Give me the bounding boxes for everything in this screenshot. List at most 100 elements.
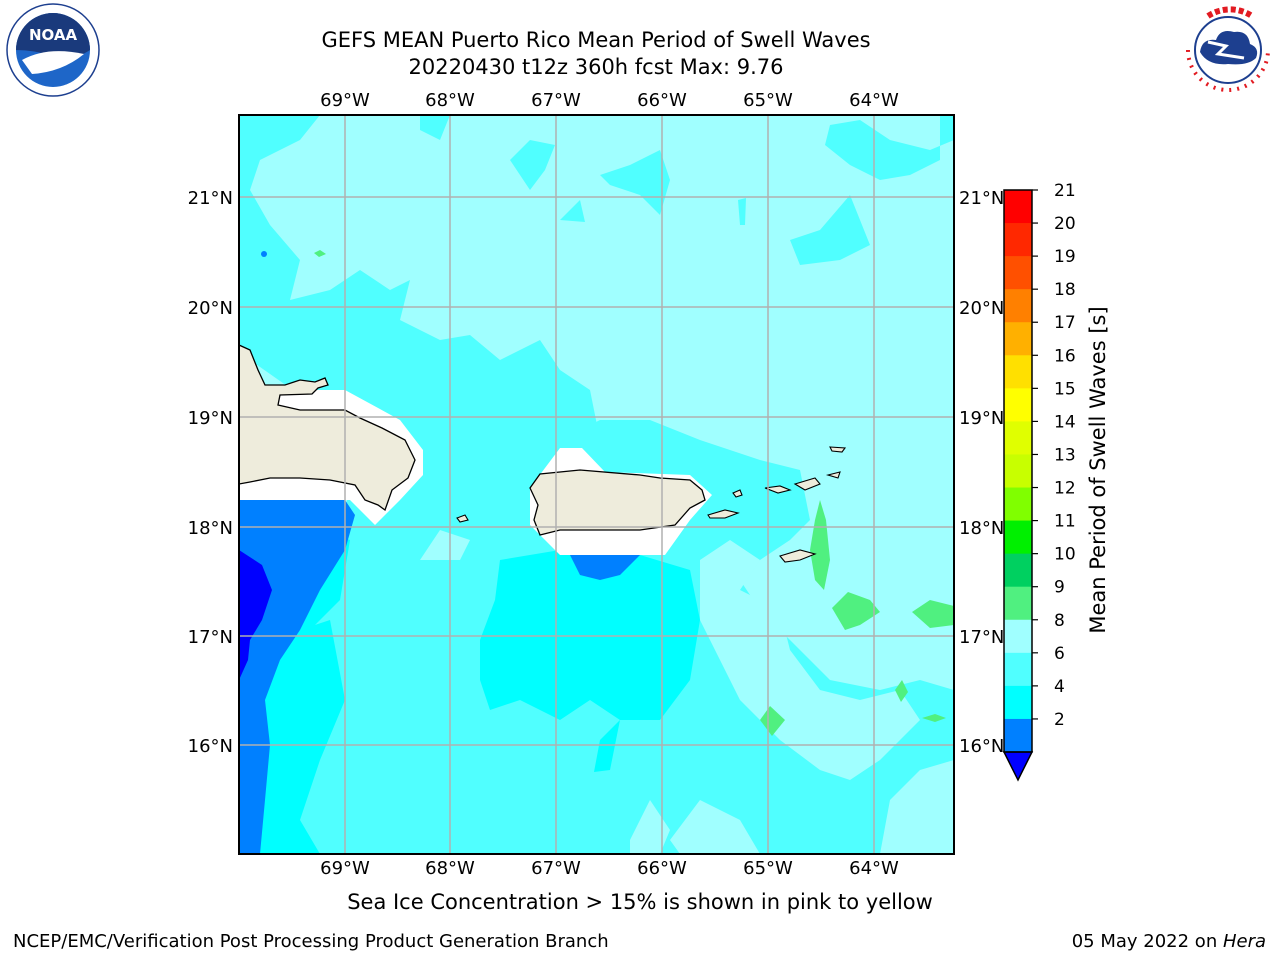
colorbar-segment bbox=[1004, 256, 1032, 290]
colorbar-segment bbox=[1004, 487, 1032, 522]
field-9-10s-5 bbox=[895, 680, 908, 702]
colorbar-tick-label: 16 bbox=[1054, 346, 1076, 366]
map-title: GEFS MEAN Puerto Rico Mean Period of Swe… bbox=[321, 28, 871, 52]
field-4-6s-south bbox=[480, 550, 700, 720]
colorbar-segment bbox=[1004, 619, 1032, 654]
lat-label-left: 17°N bbox=[188, 627, 233, 648]
colorbar-segment bbox=[1004, 223, 1032, 257]
field-9-10s-4 bbox=[760, 706, 785, 736]
colorbar-segment bbox=[1004, 355, 1032, 389]
colorbar-segment bbox=[1004, 421, 1032, 455]
colorbar-tick-label: 12 bbox=[1054, 479, 1076, 499]
land-stthomas bbox=[764, 485, 792, 494]
lon-label-top: 65°W bbox=[743, 90, 793, 111]
field-9-10s-2 bbox=[832, 592, 880, 630]
colorbar-segment bbox=[1004, 322, 1032, 356]
colorbar-tick-label: 10 bbox=[1054, 545, 1076, 565]
nws-logo bbox=[1182, 4, 1274, 96]
field-lt2s bbox=[239, 550, 272, 680]
colorbar-tick-label: 21 bbox=[1054, 181, 1076, 201]
colorbar-segment bbox=[1004, 388, 1032, 422]
lon-label-top: 66°W bbox=[637, 90, 687, 111]
lon-label-bottom: 66°W bbox=[637, 858, 687, 879]
colorbar-tick-label: 14 bbox=[1054, 412, 1076, 432]
land-tortola bbox=[825, 471, 841, 479]
colorbar-frame bbox=[1003, 189, 1033, 753]
land-stcroix bbox=[779, 549, 817, 563]
lat-label-left: 18°N bbox=[188, 518, 233, 539]
land-anegada bbox=[829, 446, 847, 453]
field-9-10s-3 bbox=[912, 600, 954, 628]
lat-label-left: 20°N bbox=[188, 298, 233, 319]
graticule bbox=[239, 115, 954, 854]
colorbar-tick-label: 6 bbox=[1054, 644, 1065, 664]
noaa-logo: NOAA bbox=[6, 3, 100, 97]
colorbar-tick-label: 19 bbox=[1054, 247, 1076, 267]
lat-label-left: 19°N bbox=[188, 408, 233, 429]
field-6-8s-top4 bbox=[738, 198, 746, 225]
map-subtitle: 20220430 t12z 360h fcst Max: 9.76 bbox=[408, 55, 784, 79]
field-6-8s-ne2 bbox=[790, 195, 870, 265]
footer-date: 05 May 2022 on Hera bbox=[1072, 931, 1266, 952]
colorbar-tick-label: 15 bbox=[1054, 379, 1076, 399]
field-2-4s-dot bbox=[261, 251, 267, 257]
lon-label-bottom: 69°W bbox=[320, 858, 370, 879]
lon-label-bottom: 64°W bbox=[849, 858, 899, 879]
footer-host: Hera bbox=[1222, 931, 1266, 952]
field-6-8s-top3 bbox=[560, 200, 585, 222]
lat-label-left: 16°N bbox=[188, 736, 233, 757]
colorbar-segment bbox=[1004, 190, 1032, 224]
lon-label-bottom: 68°W bbox=[425, 858, 475, 879]
land-vieques bbox=[707, 509, 740, 519]
colorbar-tick-label: 4 bbox=[1054, 677, 1065, 697]
colorbar-segment bbox=[1004, 454, 1032, 489]
field-6-8s-ne bbox=[825, 115, 954, 180]
land-culebra bbox=[732, 489, 743, 498]
colorbar-tick-label: 13 bbox=[1054, 445, 1076, 465]
field-8-9s-south5 bbox=[670, 800, 760, 854]
colorbar-tick-label: 17 bbox=[1054, 313, 1076, 333]
colorbar-tick-label: 2 bbox=[1054, 710, 1065, 730]
field-6-8s-top2 bbox=[600, 150, 670, 215]
colorbar-tick-label: 11 bbox=[1054, 512, 1076, 532]
lon-label-top: 68°W bbox=[425, 90, 475, 111]
footer-credit: NCEP/EMC/Verification Post Processing Pr… bbox=[13, 931, 609, 952]
field-9-10s-7 bbox=[314, 250, 326, 257]
lat-label-right: 17°N bbox=[959, 627, 1004, 648]
field-6-8s-north bbox=[239, 115, 600, 470]
colorbar-segment bbox=[1004, 289, 1032, 323]
lat-label-right: 19°N bbox=[959, 408, 1004, 429]
lon-label-bottom: 67°W bbox=[531, 858, 581, 879]
field-8-9s-south4 bbox=[880, 770, 954, 854]
land-mona bbox=[456, 514, 469, 523]
map-frame bbox=[238, 114, 955, 855]
svg-text:NOAA: NOAA bbox=[29, 26, 78, 44]
lon-label-bottom: 65°W bbox=[743, 858, 793, 879]
colorbar-label: Mean Period of Swell Waves [s] bbox=[1086, 306, 1110, 634]
colorbar-segment bbox=[1004, 520, 1032, 555]
field-8-9s-south2 bbox=[420, 530, 470, 560]
lat-label-right: 18°N bbox=[959, 518, 1004, 539]
land-stjohn bbox=[793, 477, 821, 491]
lon-label-top: 64°W bbox=[849, 90, 899, 111]
colorbar-tick-label: 9 bbox=[1054, 578, 1065, 598]
swell-period-field bbox=[239, 115, 954, 854]
colorbar-segment bbox=[1004, 553, 1032, 588]
colorbar-segment bbox=[1004, 652, 1032, 687]
lat-label-right: 21°N bbox=[959, 188, 1004, 209]
field-6-8s-nw bbox=[420, 115, 450, 140]
colorbar-tick-label: 20 bbox=[1054, 214, 1076, 234]
field-2-4s-pr bbox=[570, 555, 640, 580]
footer-date-text: 05 May 2022 on bbox=[1071, 931, 1223, 952]
field-4-6s-bump bbox=[594, 720, 620, 772]
land-hispaniola bbox=[239, 344, 416, 512]
lat-label-right: 20°N bbox=[959, 298, 1004, 319]
colorbar: 21 20 19 18 17 16 15 14 13 12 11 10 9 8 6 4 2 bbox=[1002, 181, 1076, 782]
colorbar-segment bbox=[1004, 718, 1032, 753]
lon-label-top: 69°W bbox=[320, 90, 370, 111]
lon-label-top: 67°W bbox=[531, 90, 581, 111]
field-9-10s-6 bbox=[922, 714, 946, 722]
colorbar-segment bbox=[1004, 685, 1032, 720]
field-8-9s-south3 bbox=[630, 800, 670, 854]
